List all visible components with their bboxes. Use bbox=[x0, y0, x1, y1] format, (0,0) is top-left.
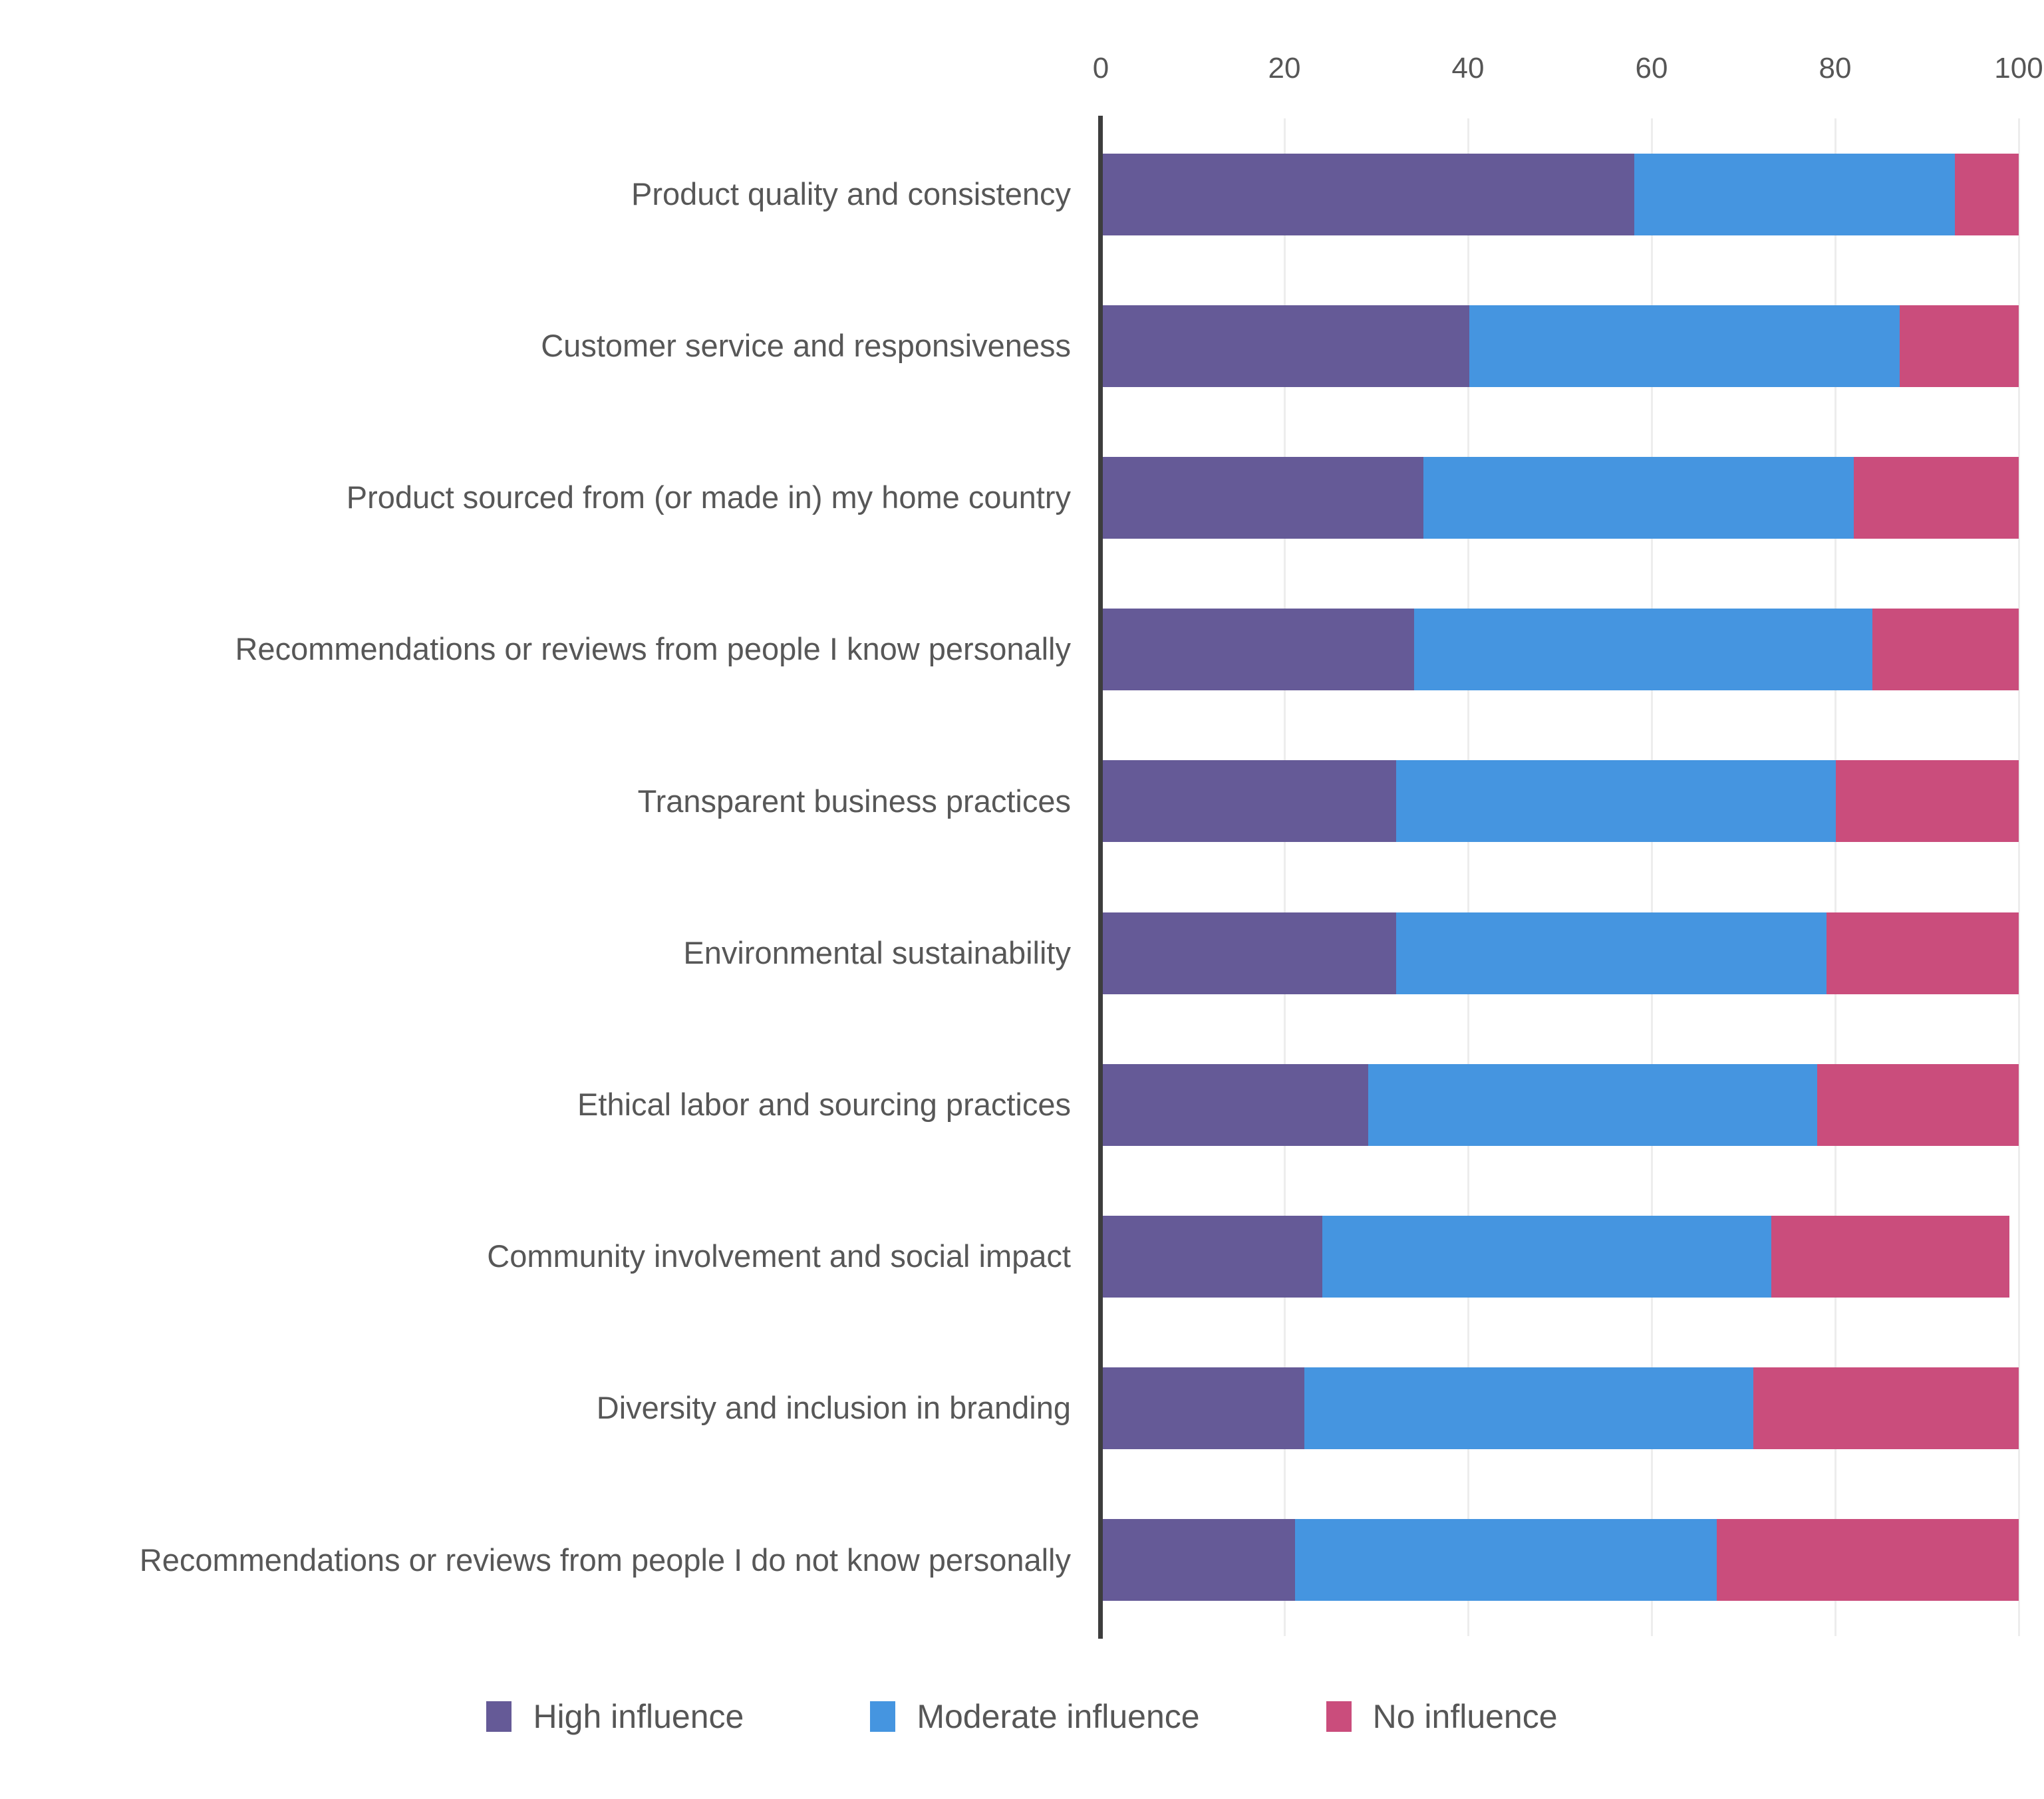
bar-segment-high-influence bbox=[1103, 153, 1634, 235]
bar-track bbox=[1103, 912, 2019, 994]
category-label: Customer service and responsiveness bbox=[541, 327, 1071, 363]
bar-segment-no-influence bbox=[1753, 1367, 2019, 1450]
bar-segment-moderate-influence bbox=[1469, 305, 1900, 387]
bar-segment-no-influence bbox=[1771, 1215, 2010, 1298]
chart-rows: Product quality and consistency Customer … bbox=[0, 118, 2044, 1636]
chart-row: Product sourced from (or made in) my hom… bbox=[0, 422, 2044, 573]
bar-segment-high-influence bbox=[1103, 760, 1396, 843]
chart-row: Customer service and responsiveness bbox=[0, 270, 2044, 422]
gridline bbox=[1284, 118, 1286, 1636]
category-label: Transparent business practices bbox=[637, 783, 1071, 819]
bar-segment-no-influence bbox=[1716, 1519, 2019, 1601]
x-tick-label: 40 bbox=[1451, 52, 1485, 84]
x-tick-label: 60 bbox=[1635, 52, 1668, 84]
gridline bbox=[1467, 118, 1469, 1636]
chart-row: Recommendations or reviews from people I… bbox=[0, 574, 2044, 726]
chart-row: Community involvement and social impact bbox=[0, 1180, 2044, 1332]
legend-swatch-icon bbox=[870, 1701, 896, 1732]
legend-item-moderate-influence: Moderate influence bbox=[870, 1697, 1200, 1736]
legend-label: Moderate influence bbox=[917, 1698, 1200, 1735]
bar-track bbox=[1103, 1367, 2019, 1450]
bar-segment-no-influence bbox=[1854, 456, 2019, 539]
gridline bbox=[2018, 118, 2020, 1636]
x-tick-label: 20 bbox=[1268, 52, 1301, 84]
chart-row: Ethical labor and sourcing practices bbox=[0, 1029, 2044, 1180]
chart-row: Product quality and consistency bbox=[0, 118, 2044, 270]
legend-item-no-influence: No influence bbox=[1326, 1697, 1558, 1736]
category-label: Recommendations or reviews from people I… bbox=[235, 631, 1071, 667]
legend-label: No influence bbox=[1372, 1698, 1558, 1735]
bar-segment-high-influence bbox=[1103, 1063, 1369, 1146]
bar-track bbox=[1103, 456, 2019, 539]
bar-segment-high-influence bbox=[1103, 609, 1415, 691]
bar-segment-high-influence bbox=[1103, 1367, 1304, 1450]
bar-segment-high-influence bbox=[1103, 456, 1423, 539]
x-tick-label: 0 bbox=[1092, 52, 1109, 84]
chart-row: Diversity and inclusion in branding bbox=[0, 1333, 2044, 1484]
chart-row: Recommendations or reviews from people I… bbox=[0, 1484, 2044, 1636]
bar-segment-moderate-influence bbox=[1304, 1367, 1753, 1450]
bar-track bbox=[1103, 1063, 2019, 1146]
gridline bbox=[1834, 118, 1836, 1636]
bar-segment-high-influence bbox=[1103, 912, 1396, 994]
bar-segment-high-influence bbox=[1103, 305, 1469, 387]
bar-segment-moderate-influence bbox=[1395, 760, 1836, 843]
plot-area bbox=[1101, 118, 2020, 1636]
category-label: Ethical labor and sourcing practices bbox=[577, 1086, 1071, 1122]
x-tick-label: 80 bbox=[1819, 52, 1852, 84]
legend-label: High influence bbox=[533, 1698, 744, 1735]
bar-segment-moderate-influence bbox=[1423, 456, 1854, 539]
bar-track bbox=[1103, 153, 2019, 235]
bar-track bbox=[1103, 1519, 2019, 1601]
bar-segment-no-influence bbox=[1835, 760, 2019, 843]
x-tick-label: 100 bbox=[1994, 52, 2043, 84]
bar-segment-moderate-influence bbox=[1395, 912, 1826, 994]
y-axis-line bbox=[1098, 116, 1103, 1639]
gridline bbox=[1651, 118, 1653, 1636]
bar-track bbox=[1103, 609, 2019, 691]
category-label: Diversity and inclusion in branding bbox=[596, 1390, 1071, 1426]
chart-row: Transparent business practices bbox=[0, 726, 2044, 877]
chart-legend: High influence Moderate influence No influ… bbox=[0, 1697, 2044, 1736]
bar-track bbox=[1103, 760, 2019, 843]
bar-segment-no-influence bbox=[1817, 1063, 2019, 1146]
category-label: Community involvement and social impact bbox=[487, 1238, 1071, 1274]
chart-row: Environmental sustainability bbox=[0, 877, 2044, 1029]
bar-segment-no-influence bbox=[1954, 153, 2019, 235]
bar-segment-moderate-influence bbox=[1414, 609, 1872, 691]
bar-segment-high-influence bbox=[1103, 1215, 1323, 1298]
legend-swatch-icon bbox=[1326, 1701, 1352, 1732]
bar-track bbox=[1103, 305, 2019, 387]
bar-segment-no-influence bbox=[1872, 609, 2019, 691]
category-label: Product quality and consistency bbox=[631, 176, 1071, 211]
legend-item-high-influence: High influence bbox=[486, 1697, 744, 1736]
category-label: Recommendations or reviews from people I… bbox=[139, 1542, 1071, 1578]
legend-swatch-icon bbox=[486, 1701, 512, 1732]
bar-segment-no-influence bbox=[1899, 305, 2019, 387]
bar-segment-moderate-influence bbox=[1322, 1215, 1772, 1298]
category-label: Environmental sustainability bbox=[683, 934, 1071, 970]
bar-segment-high-influence bbox=[1103, 1519, 1296, 1601]
bar-track bbox=[1103, 1215, 2019, 1298]
bar-segment-moderate-influence bbox=[1295, 1519, 1717, 1601]
bar-segment-moderate-influence bbox=[1634, 153, 1955, 235]
category-label: Product sourced from (or made in) my hom… bbox=[346, 480, 1071, 515]
bar-segment-moderate-influence bbox=[1368, 1063, 1818, 1146]
bar-segment-no-influence bbox=[1826, 912, 2019, 994]
x-axis-ticks: 0 20 40 60 80 100 bbox=[1093, 52, 2043, 92]
